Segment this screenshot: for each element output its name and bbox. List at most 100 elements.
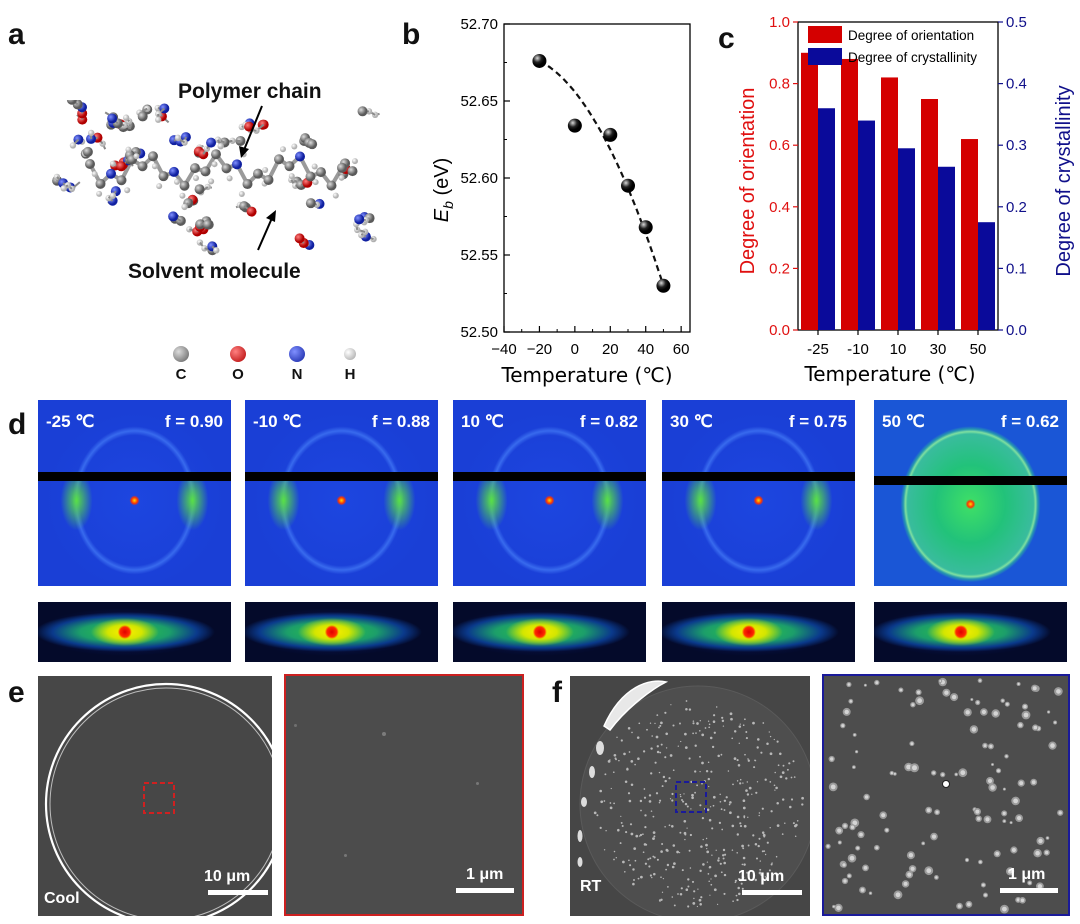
beamstop-bar bbox=[453, 472, 646, 481]
sem-image-rt-zoom: 1 μm bbox=[822, 674, 1070, 916]
saxs-orientation-factor: f = 0.62 bbox=[1000, 412, 1059, 431]
chart-b-xtick-label: −40 bbox=[491, 341, 516, 358]
chart-c-ytick-label-right: 0.1 bbox=[1006, 260, 1027, 277]
chart-c-ytick-label-right: 0.0 bbox=[1006, 322, 1027, 339]
chart-c-xtick-label: 10 bbox=[890, 341, 907, 358]
chart-c-ytick-label-left: 0.8 bbox=[769, 76, 790, 93]
waxs-pattern-image bbox=[38, 602, 231, 662]
carbon-atom-icon bbox=[173, 346, 189, 362]
orientation-crystallinity-chart: 0.0 0.2 0.4 0.6 0.8 1.0 0.0 0.1 0.2 0.3 0.4 0.5 -25 -… bbox=[737, 14, 1075, 386]
saxs-temperature-label: -10 ℃ bbox=[253, 412, 302, 431]
chart-b-data-point bbox=[603, 127, 618, 142]
atom-legend-nitrogen: N bbox=[277, 346, 317, 383]
atom-symbol-h: H bbox=[344, 366, 356, 383]
chart-c-bar-crystallinity bbox=[938, 166, 955, 330]
saxs-orientation-factor: f = 0.88 bbox=[371, 412, 430, 431]
atom-symbol-c: C bbox=[175, 366, 187, 383]
chart-c-xtick-label: -25 bbox=[807, 341, 829, 358]
chart-c-ytick-label-left: 0.2 bbox=[769, 260, 790, 277]
sem-condition-label-cool: Cool bbox=[44, 890, 80, 907]
saxs-orientation-factor: f = 0.90 bbox=[164, 412, 223, 431]
chart-c-bar-crystallinity bbox=[978, 222, 995, 330]
chart-c-bar-orientation bbox=[881, 77, 898, 330]
chart-c-ylabel-left: Degree of orientation bbox=[737, 88, 759, 275]
saxs-pattern-image: 10 ℃ f = 0.82 bbox=[453, 400, 646, 586]
chart-c-ylabel-right: Degree of crystallinity bbox=[1053, 85, 1075, 276]
solvent-molecule-label: Solvent molecule bbox=[128, 260, 301, 283]
chart-b-ylabel: Eb (eV) bbox=[431, 158, 456, 222]
saxs-pattern-image: -10 ℃ f = 0.88 bbox=[245, 400, 438, 586]
molecule-structure-image bbox=[52, 100, 380, 256]
polymer-chain-label: Polymer chain bbox=[178, 80, 322, 103]
chart-c-legend-swatch bbox=[808, 26, 842, 43]
saxs-temperature-label: 10 ℃ bbox=[461, 412, 504, 431]
beamstop-bar bbox=[874, 476, 1067, 485]
sem-condition-label-rt: RT bbox=[580, 878, 602, 895]
chart-c-legend-label: Degree of orientation bbox=[848, 28, 974, 43]
scale-label: 1 μm bbox=[1008, 866, 1046, 883]
atom-legend-oxygen: O bbox=[218, 346, 258, 383]
saxs-temperature-label: 50 ℃ bbox=[882, 412, 925, 431]
panel-label-d: d bbox=[8, 408, 27, 441]
scale-label: 1 μm bbox=[466, 866, 504, 883]
chart-b-data-point bbox=[567, 118, 582, 133]
chart-c-ytick-label-left: 0.6 bbox=[769, 137, 790, 154]
chart-c-ytick-label-left: 1.0 bbox=[769, 14, 790, 31]
chart-b-data-point bbox=[621, 178, 635, 193]
chart-b-fit-curve bbox=[538, 60, 665, 287]
chart-c-ytick-label-left: 0.4 bbox=[769, 199, 790, 216]
hydrogen-atom-icon bbox=[344, 348, 356, 360]
chart-b-data-point bbox=[532, 53, 547, 68]
chart-b-xtick-label: 60 bbox=[673, 341, 690, 358]
nitrogen-atom-icon bbox=[289, 346, 305, 362]
chart-b-xtick-label: −20 bbox=[527, 341, 552, 358]
waxs-pattern-image bbox=[874, 602, 1067, 662]
chart-c-bar-orientation bbox=[841, 58, 858, 331]
waxs-pattern-image bbox=[662, 602, 855, 662]
panel-label-f: f bbox=[552, 676, 562, 709]
atom-legend-carbon: C bbox=[161, 346, 201, 383]
chart-c-ytick-label-right: 0.4 bbox=[1006, 76, 1027, 93]
scale-bar bbox=[1000, 888, 1058, 893]
chart-c-bar-crystallinity bbox=[858, 120, 875, 330]
chart-c-xtick-label: 50 bbox=[970, 341, 987, 358]
chart-b-ytick-label: 52.55 bbox=[460, 247, 498, 264]
chart-c-xlabel: Temperature (℃) bbox=[803, 362, 975, 386]
chart-c-ytick-label-right: 0.5 bbox=[1006, 14, 1027, 31]
saxs-orientation-factor: f = 0.82 bbox=[579, 412, 638, 431]
chart-c-ytick-label-left: 0.0 bbox=[769, 322, 790, 339]
chart-c-xtick-label: -10 bbox=[847, 341, 869, 358]
chart-b-data-point bbox=[656, 278, 671, 293]
panel-label-e: e bbox=[8, 676, 25, 709]
atom-legend-hydrogen: H bbox=[330, 346, 370, 383]
panel-label-a: a bbox=[8, 18, 25, 51]
chart-c-ytick-label-right: 0.3 bbox=[1006, 137, 1027, 154]
chart-c-bar-orientation bbox=[921, 99, 938, 330]
scale-bar bbox=[456, 888, 514, 893]
beamstop-bar bbox=[662, 472, 855, 481]
panel-label-b: b bbox=[402, 18, 421, 51]
chart-c-legend-label: Degree of crystallinity bbox=[848, 50, 977, 65]
chart-c-bar-crystallinity bbox=[898, 148, 915, 330]
chart-b-xtick-label: 40 bbox=[637, 341, 654, 358]
chart-b-data-point bbox=[638, 220, 653, 235]
chart-c-legend-swatch bbox=[808, 48, 842, 65]
sem-image-rt-overview: RT 10 μm bbox=[570, 676, 810, 916]
chart-b-ytick-label: 52.65 bbox=[460, 93, 498, 110]
oxygen-atom-icon bbox=[230, 346, 246, 362]
saxs-pattern-image: -25 ℃ f = 0.90 bbox=[38, 400, 231, 586]
saxs-temperature-label: 30 ℃ bbox=[670, 412, 713, 431]
waxs-pattern-image bbox=[245, 602, 438, 662]
chart-c-xtick-label: 30 bbox=[930, 341, 947, 358]
saxs-pattern-image: 50 ℃ f = 0.62 bbox=[874, 400, 1067, 586]
chart-c-bar-orientation bbox=[801, 52, 818, 331]
scale-label: 10 μm bbox=[204, 868, 251, 885]
chart-b-ytick-label: 52.60 bbox=[460, 170, 498, 187]
chart-b-ytick-label: 52.70 bbox=[460, 16, 498, 33]
scale-bar bbox=[742, 890, 802, 895]
chart-b-xtick-label: 0 bbox=[571, 341, 579, 358]
chart-c-bar-orientation bbox=[961, 139, 978, 330]
saxs-orientation-factor: f = 0.75 bbox=[788, 412, 847, 431]
scale-label: 10 μm bbox=[738, 868, 785, 885]
beamstop-bar bbox=[245, 472, 438, 481]
